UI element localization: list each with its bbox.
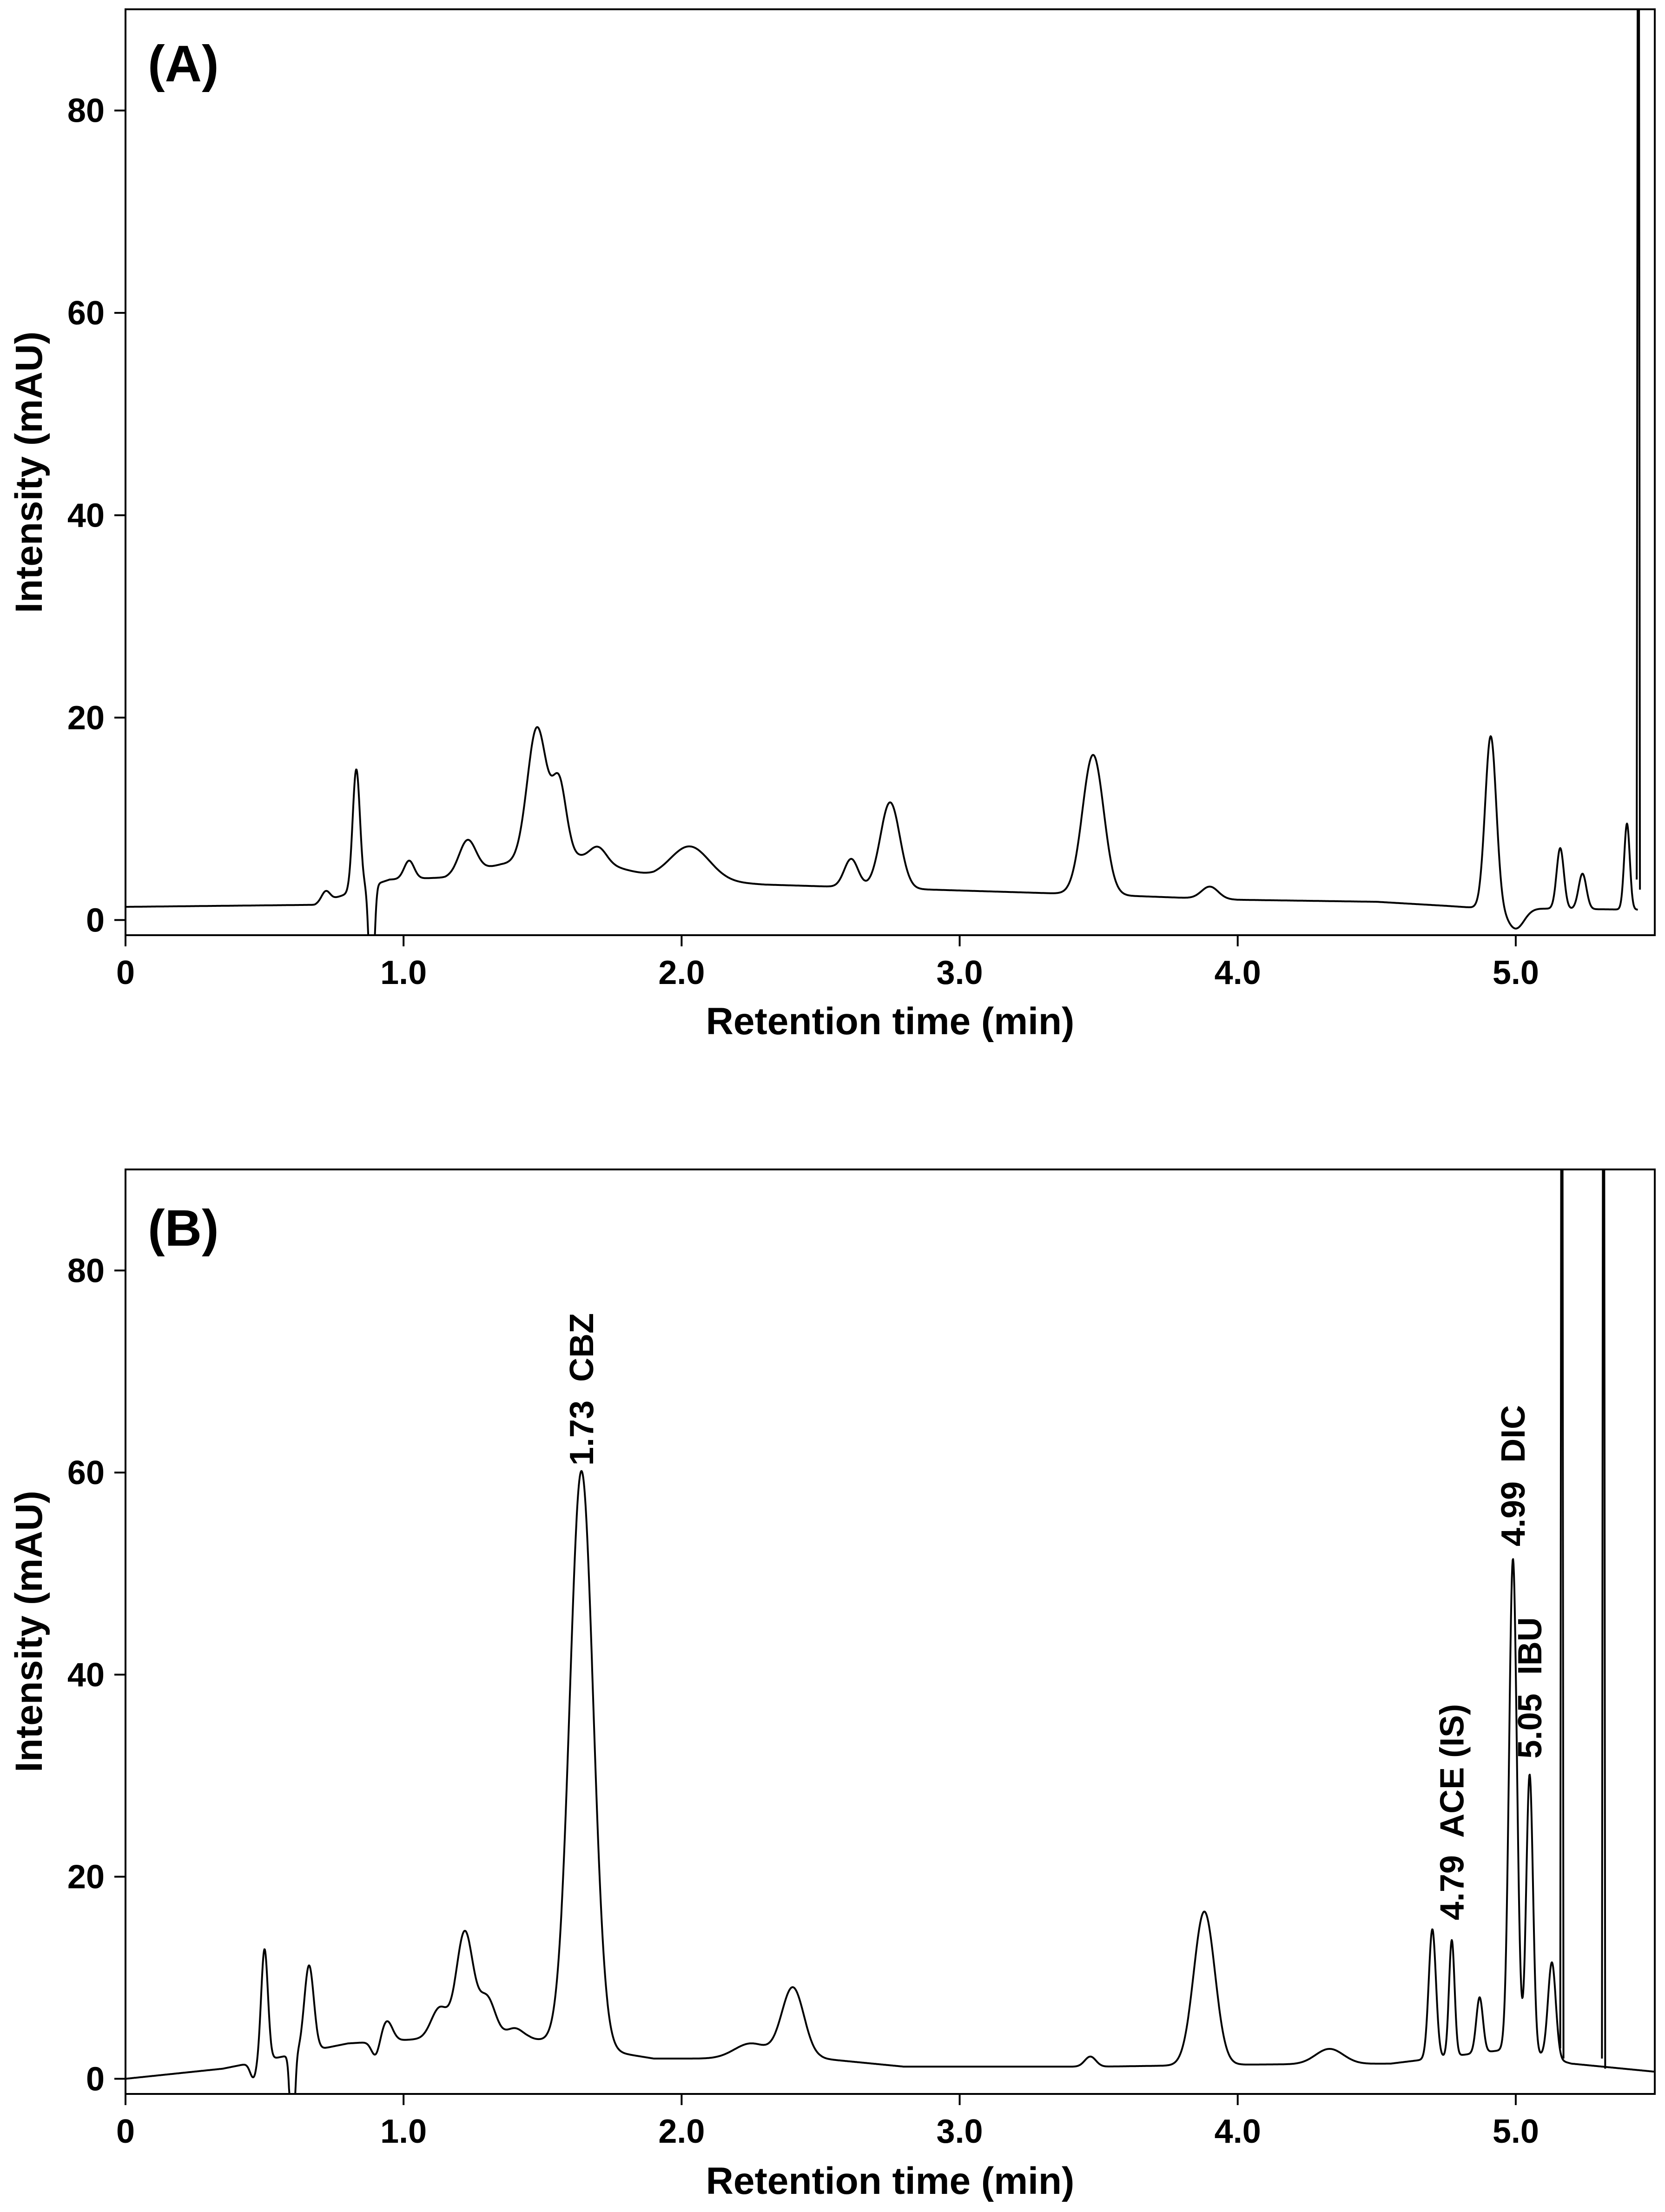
panel-a-y-tick-label: 20: [67, 700, 105, 737]
panel-b-y-tick-label: 80: [67, 1252, 105, 1289]
panel-b-y-tick-label: 0: [86, 2060, 105, 2098]
panel-b-x-axis-title: Retention time (min): [706, 2160, 1075, 2202]
panel-a-spikes: [1636, 8, 1641, 890]
panel-a-x-tick-label: 3.0: [936, 954, 983, 991]
panel-b-chromatogram-trace: [125, 1470, 1655, 2095]
panel-b-y-tick-label: 20: [67, 1859, 105, 1896]
panel-b-offscale-peak: [1601, 1169, 1606, 2069]
panel-b-x-tick-label: 1.0: [380, 2113, 427, 2150]
panel-a-y-tick-label: 80: [67, 92, 105, 130]
panel-a-y-axis-title: Intensity (mAU): [8, 331, 50, 613]
panel-a-y-tick-label: 40: [67, 497, 105, 535]
panel-b-ticks: 0 1.0 2.0 3.0 4.0 5.0 0 20 40 60 80: [67, 1252, 1539, 2150]
panel-b-x-tick-label: 5.0: [1493, 2113, 1539, 2150]
panel-b-peak-label: 1.73 CBZ: [563, 1313, 601, 1466]
panel-b-offscale-peak: [1559, 1169, 1565, 2059]
panel-a-x-tick-label: 1.0: [380, 954, 427, 991]
panel-a-offscale-peak: [1636, 8, 1641, 890]
panel-b-y-tick-label: 40: [67, 1657, 105, 1694]
panel-a-x-tick-label: 2.0: [658, 954, 705, 991]
panel-b-x-tick-label: 2.0: [658, 2113, 705, 2150]
panel-b-peak-label: 4.99 DIC: [1495, 1405, 1532, 1546]
panel-b-peak-label: 4.79 ACE (IS): [1434, 1704, 1471, 1920]
panel-b-x-tick-label: 3.0: [936, 2113, 983, 2150]
panel-a-plot-frame: [125, 8, 1656, 936]
panel-b-chart: (B) Retention time (min) Intensity (mAU)…: [8, 1169, 1656, 2202]
panel-b-x-tick-label: 4.0: [1215, 2113, 1261, 2150]
panel-a-y-tick-label: 60: [67, 295, 105, 332]
panel-b-peak-labels: 1.73 CBZ 4.79 ACE (IS) 4.99 DIC 5.05 IBU: [563, 1313, 1549, 1920]
panel-a-chromatogram-trace: [125, 726, 1639, 936]
panel-a-label: (A): [148, 35, 219, 92]
panel-a-ticks: 0 1.0 2.0 3.0 4.0 5.0 0 20 40 60 80: [67, 92, 1539, 991]
panel-a-x-axis-title: Retention time (min): [706, 1000, 1075, 1043]
panel-a-x-tick-label: 4.0: [1215, 954, 1261, 991]
panel-a-y-tick-label: 0: [86, 902, 105, 939]
panel-b-label: (B): [148, 1200, 219, 1257]
panel-b-x-tick-label: 0: [116, 2113, 135, 2150]
panel-b-plot-frame: [125, 1169, 1656, 2095]
panel-a-x-tick-label: 0: [116, 954, 135, 991]
panel-b-peak-label: 5.05 IBU: [1512, 1617, 1549, 1758]
panel-a-x-tick-label: 5.0: [1493, 954, 1539, 991]
panel-b-spikes: [1559, 1169, 1606, 2069]
panel-b-y-tick-label: 60: [67, 1454, 105, 1492]
panel-a-chart: (A) Retention time (min) Intensity (mAU)…: [8, 8, 1656, 1043]
panel-b-y-axis-title: Intensity (mAU): [8, 1491, 50, 1772]
